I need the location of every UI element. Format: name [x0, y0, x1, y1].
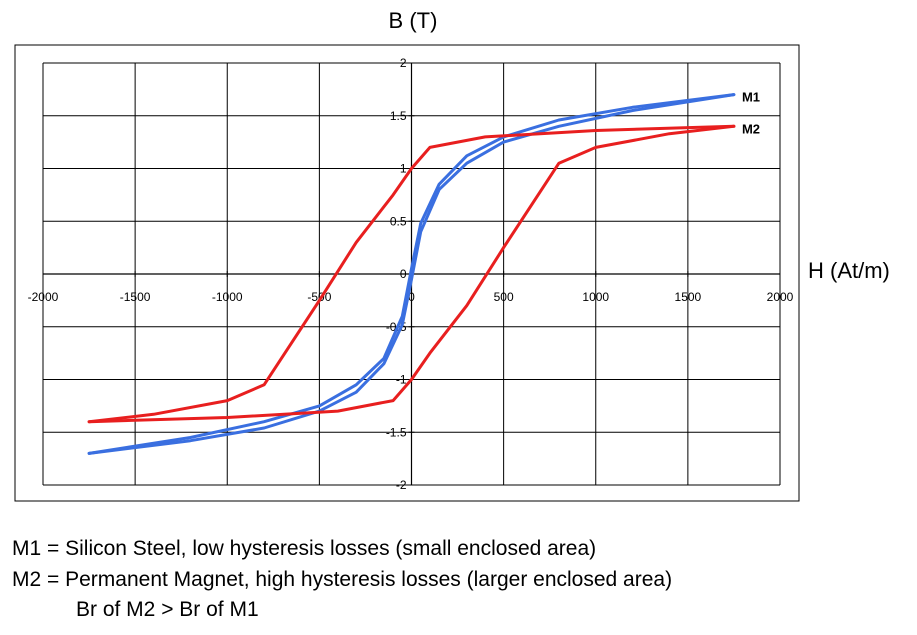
y-tick-label: -1.5 — [386, 425, 407, 439]
x-tick-label: -1000 — [212, 290, 243, 304]
series-label-m1: M1 — [742, 90, 760, 105]
series-line-m1 — [87, 93, 736, 455]
x-tick-label: 2000 — [767, 290, 794, 304]
y-tick-label: 0 — [400, 267, 407, 281]
series-line-m1 — [87, 93, 736, 455]
x-tick-label: 500 — [494, 290, 514, 304]
series-line-m2 — [87, 124, 736, 424]
series-line-m2 — [87, 124, 736, 424]
y-tick-label: 1.5 — [390, 109, 407, 123]
series-label-m2: M2 — [742, 121, 760, 136]
y-tick-label: 0.5 — [390, 214, 407, 228]
series-labels: M1 M2 — [742, 90, 760, 137]
x-tick-label: -2000 — [28, 290, 59, 304]
x-tick-label: 0 — [408, 290, 415, 304]
tick-labels: -2000 -1500 -1000 -500 0 500 1000 1500 2000 -2 -1.… — [28, 56, 794, 492]
caption-m1: M1 = Silicon Steel, low hysteresis losse… — [12, 537, 597, 560]
y-axis-title: B (T) — [389, 8, 438, 33]
plot-frame — [14, 44, 800, 502]
y-tick-label: 1 — [400, 162, 407, 176]
x-tick-label: -1500 — [120, 290, 151, 304]
caption-m2: M2 = Permanent Magnet, high hysteresis l… — [12, 568, 673, 591]
y-tick-label: 2 — [400, 56, 407, 70]
x-tick-label: 1000 — [582, 290, 609, 304]
hysteresis-chart: -2000 -1500 -1000 -500 0 500 1000 1500 2000 -2 -1.… — [14, 8, 890, 502]
caption-br-comparison: Br of M2 > Br of M1 — [76, 598, 259, 621]
x-tick-label: 1500 — [675, 290, 702, 304]
x-tick-label: -500 — [307, 290, 331, 304]
series-lines — [87, 93, 736, 455]
y-tick-label: -2 — [396, 478, 407, 492]
x-axis-title: H (At/m) — [808, 258, 890, 283]
y-tick-label: -1 — [396, 373, 407, 387]
